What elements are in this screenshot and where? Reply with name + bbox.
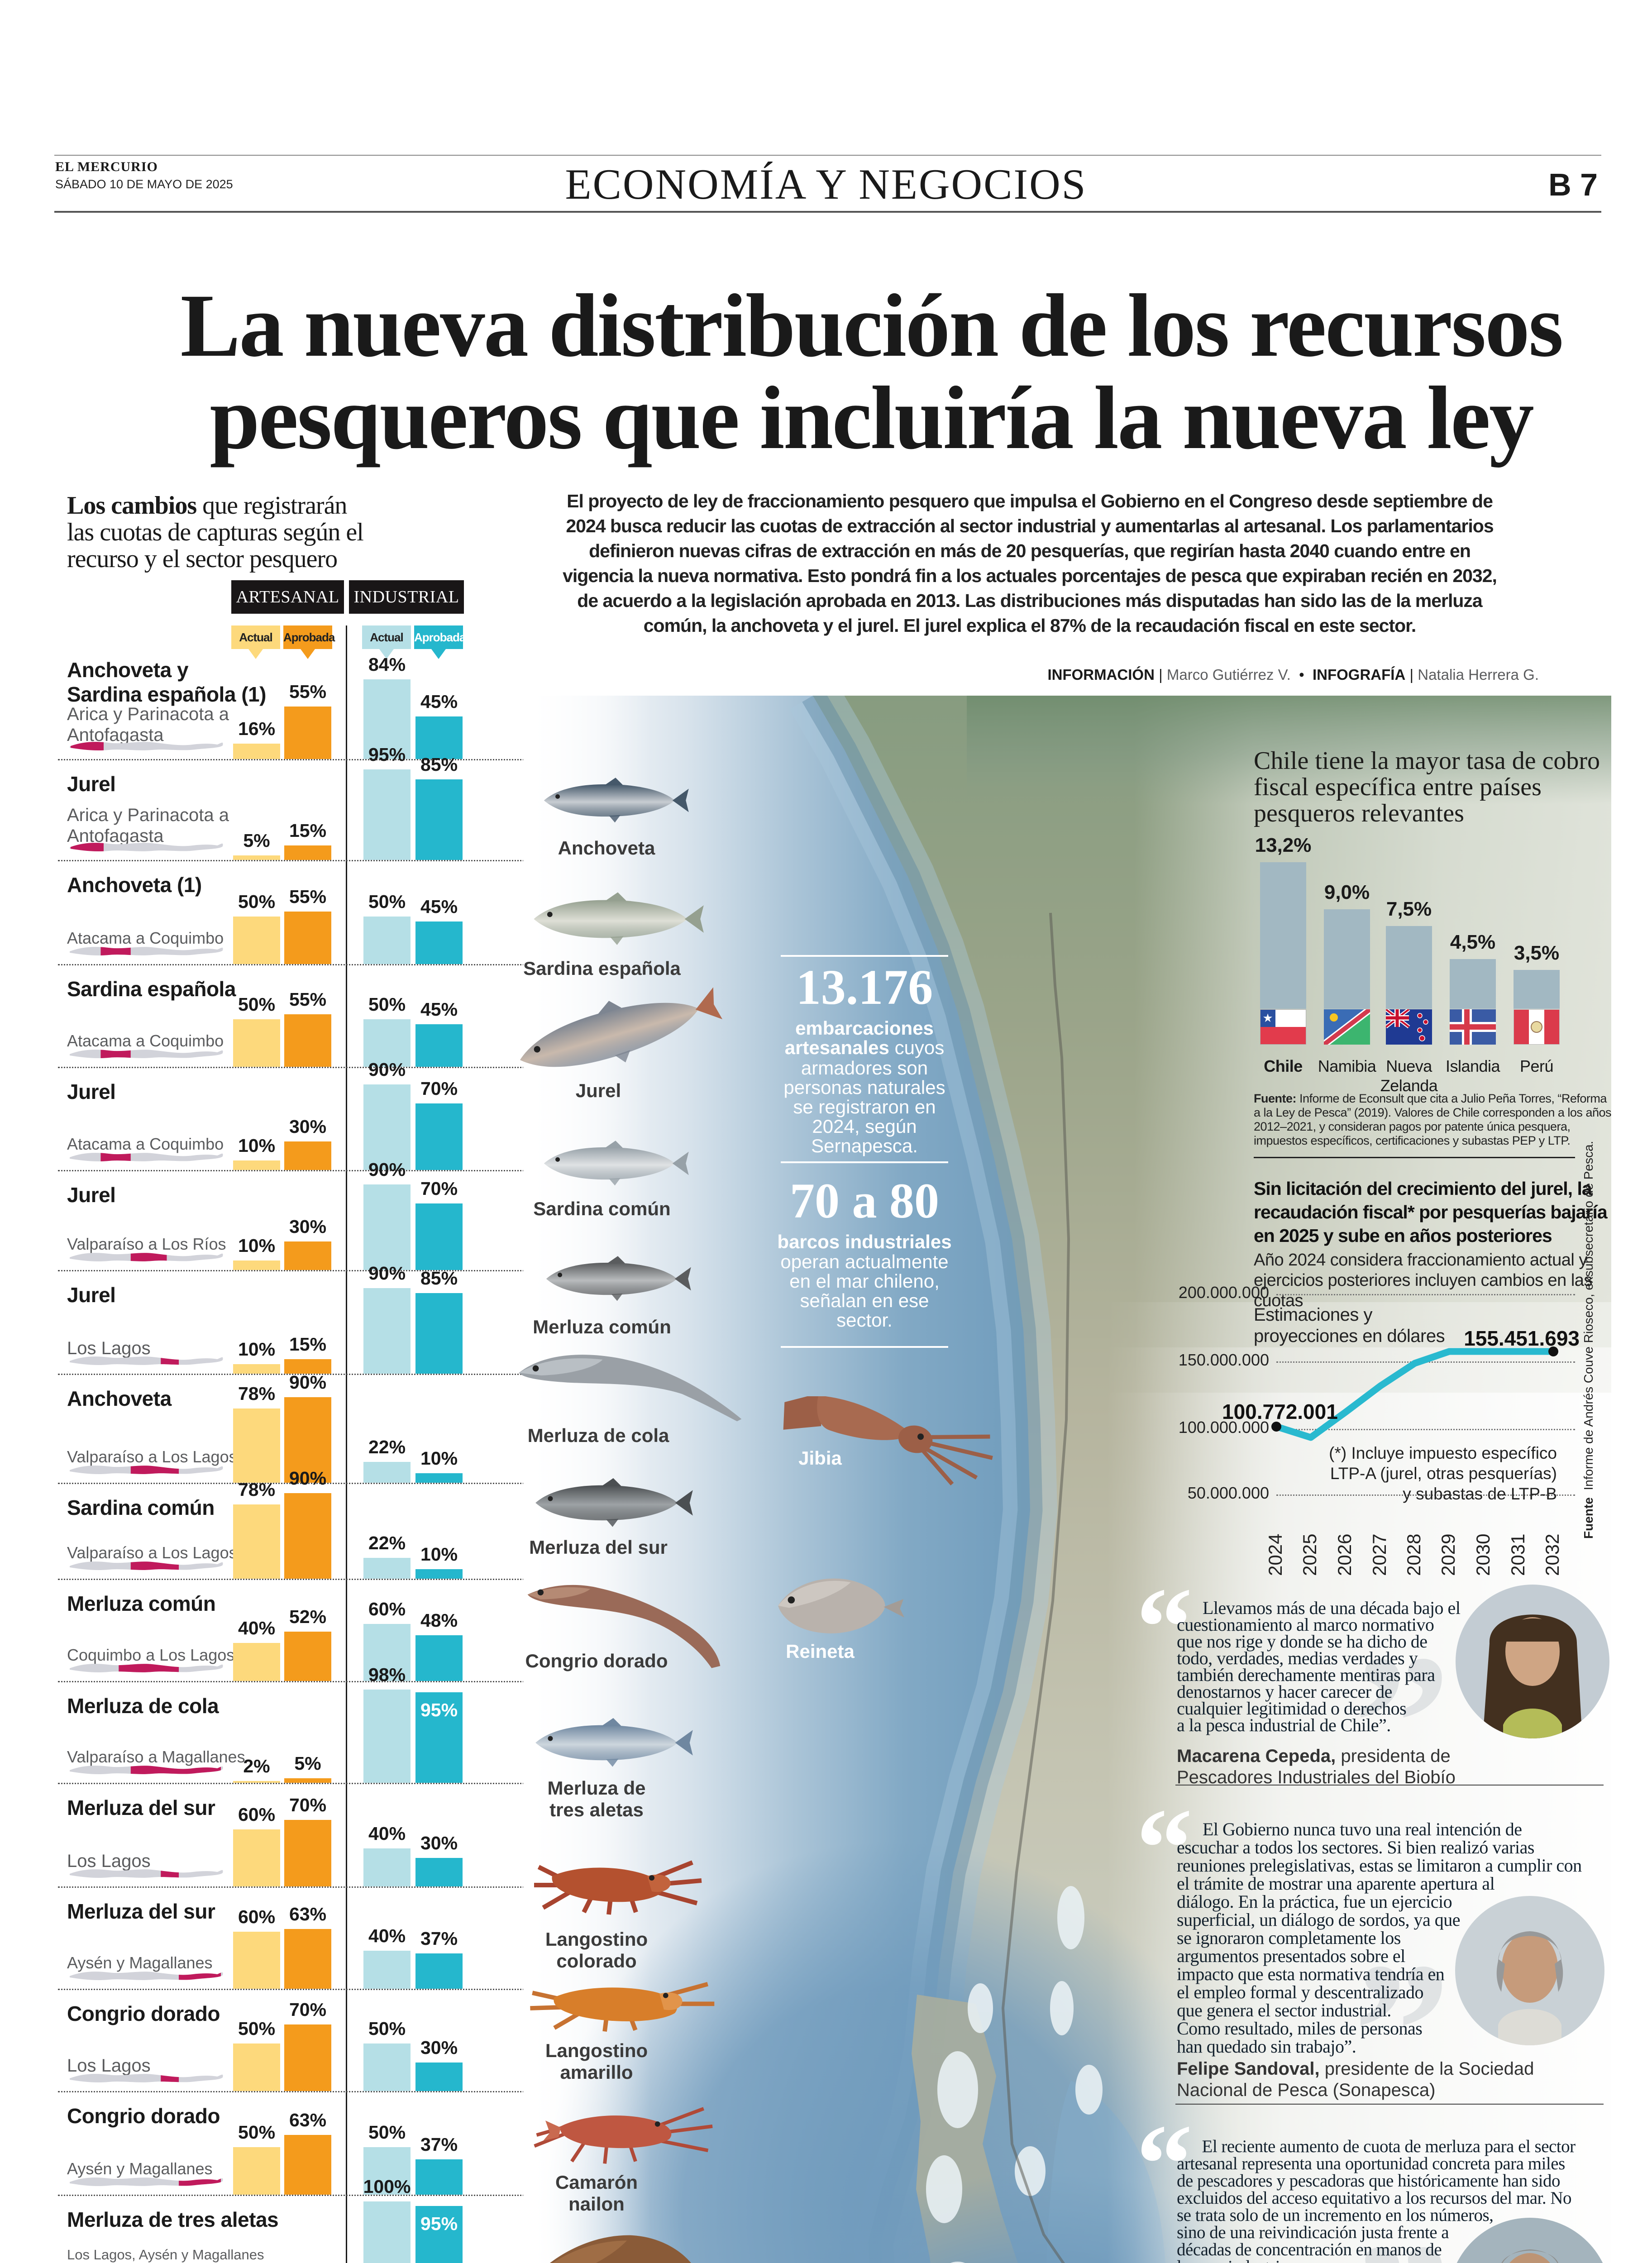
svg-text:★: ★ xyxy=(1262,1011,1273,1025)
